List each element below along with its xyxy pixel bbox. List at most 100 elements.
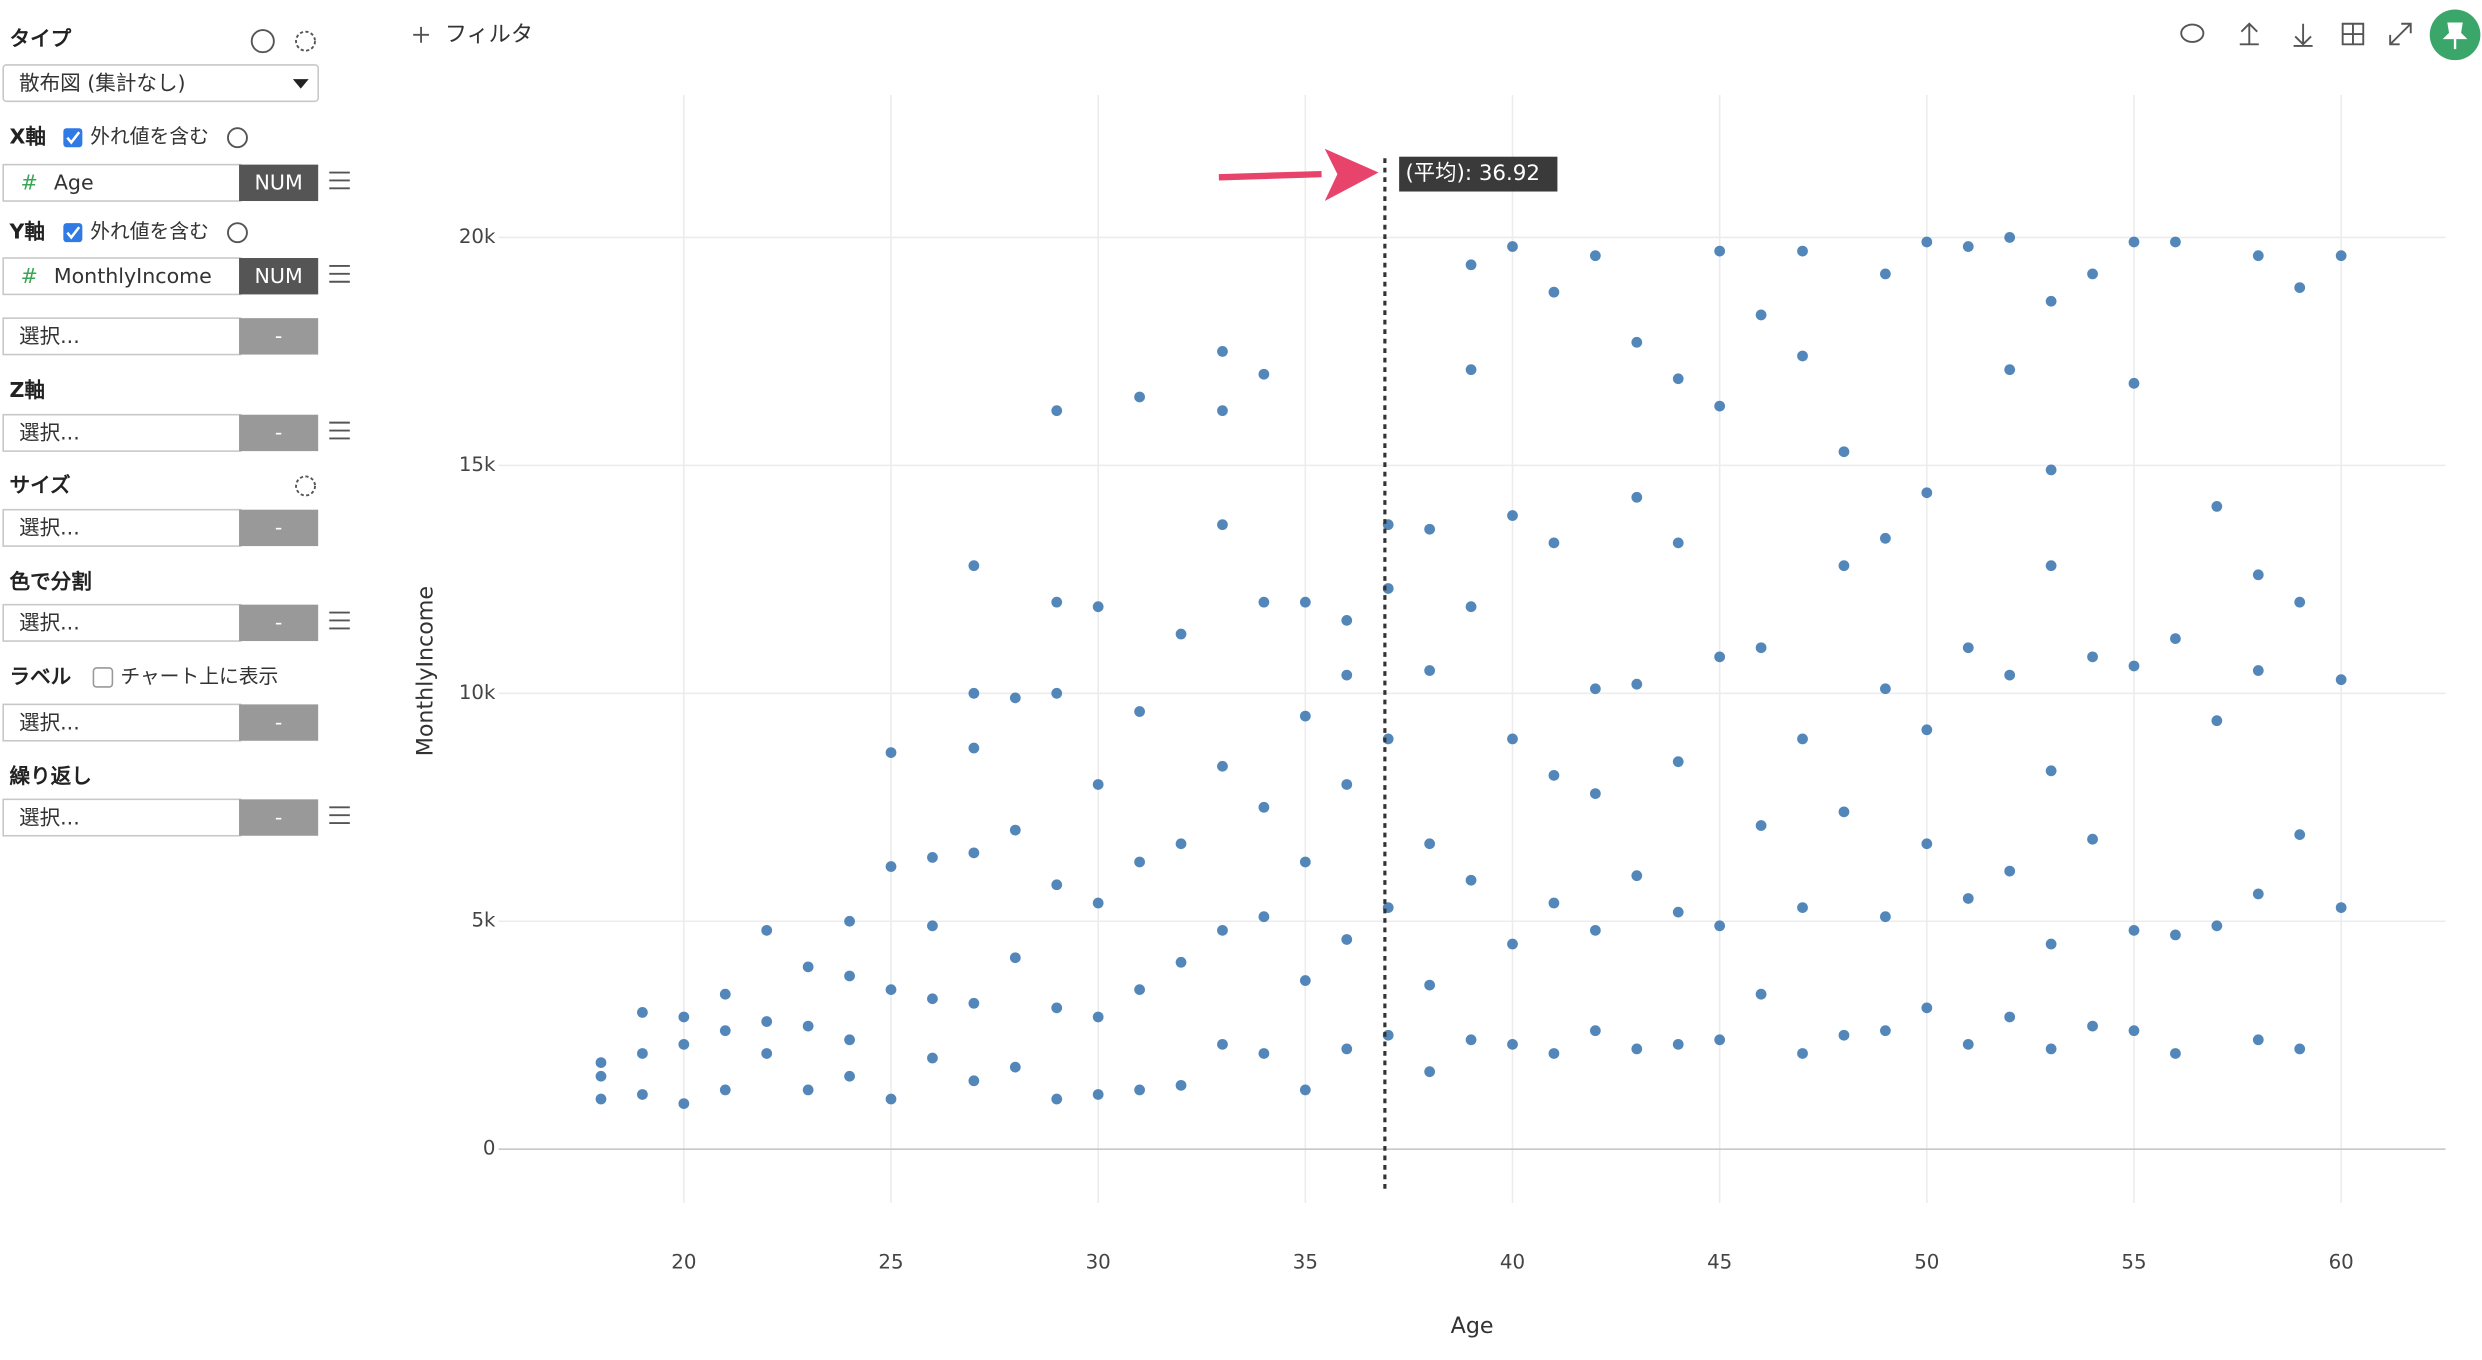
data-point xyxy=(1548,1048,1560,1059)
select-field[interactable] xyxy=(2,317,242,356)
data-point xyxy=(1797,733,1808,745)
select-button[interactable] xyxy=(239,604,319,642)
select-button-text: - xyxy=(275,710,282,734)
data-point xyxy=(1880,1025,1891,1037)
select-button[interactable] xyxy=(239,414,319,452)
data-point xyxy=(1092,1089,1104,1100)
chart: 20 25 30 35 40 45 50 55 60 0 5k 10k 15k 20k Age Monthly… xyxy=(412,94,2446,1339)
data-point xyxy=(1175,628,1187,640)
x-tick-label: 25 xyxy=(878,1251,903,1274)
menu-icon[interactable] xyxy=(329,421,350,440)
data-point xyxy=(1465,1034,1477,1046)
data-point xyxy=(1755,642,1767,654)
data-point xyxy=(844,970,855,982)
data-point xyxy=(2045,765,2057,777)
label-checkbox[interactable] xyxy=(92,667,114,688)
settings-icon[interactable] xyxy=(295,30,316,52)
data-point xyxy=(2045,295,2057,307)
x-outlier-checkbox[interactable] xyxy=(63,128,83,148)
select-button[interactable] xyxy=(239,704,319,741)
download-icon[interactable] xyxy=(2293,23,2313,47)
data-point xyxy=(2045,560,2057,572)
data-point xyxy=(927,852,938,863)
select-field[interactable] xyxy=(2,798,242,837)
data-point xyxy=(2087,833,2098,845)
y-outlier-checkbox[interactable] xyxy=(63,223,83,243)
y-tick-label: 5k xyxy=(471,909,496,932)
toolbar: フィルタ xyxy=(413,9,2481,61)
data-point xyxy=(1631,870,1643,882)
data-point xyxy=(2335,902,2347,913)
data-point xyxy=(1299,596,1311,608)
data-point xyxy=(1714,245,1726,257)
x-tick-label: 30 xyxy=(1086,1251,1111,1274)
data-point xyxy=(968,687,980,699)
help-icon[interactable] xyxy=(227,222,248,244)
data-point xyxy=(1921,1002,1933,1014)
data-point xyxy=(595,1070,607,1082)
data-point xyxy=(1838,446,1850,458)
data-point xyxy=(1589,1025,1601,1037)
data-point xyxy=(761,1048,773,1059)
select-field[interactable] xyxy=(2,413,242,452)
help-icon[interactable] xyxy=(250,29,275,54)
data-point xyxy=(719,988,731,1000)
data-point xyxy=(1134,856,1145,868)
select-button[interactable] xyxy=(239,509,319,547)
data-point xyxy=(719,1025,731,1037)
data-point xyxy=(1797,902,1808,913)
select-button[interactable] xyxy=(239,799,319,836)
y-tick-label: 10k xyxy=(459,681,496,704)
x-field-type-text: NUM xyxy=(255,171,303,195)
select-button[interactable] xyxy=(239,318,319,355)
data-point xyxy=(2211,715,2223,727)
annotation-arrow xyxy=(1218,170,1322,181)
menu-icon[interactable] xyxy=(329,264,350,283)
data-point xyxy=(2128,660,2140,672)
settings-icon[interactable] xyxy=(295,475,316,497)
data-point xyxy=(1507,510,1518,521)
data-point xyxy=(1921,838,1933,850)
data-point xyxy=(1838,806,1850,818)
select-field[interactable] xyxy=(2,508,242,547)
data-point xyxy=(1051,687,1063,699)
comment-icon[interactable] xyxy=(2180,23,2205,43)
y-tick-label: 20k xyxy=(459,225,496,248)
data-point xyxy=(2335,250,2347,262)
data-point xyxy=(1299,710,1311,722)
data-point xyxy=(2252,569,2264,581)
data-point xyxy=(1714,651,1726,663)
data-point xyxy=(968,742,980,754)
x-tick-label: 35 xyxy=(1293,1251,1318,1274)
filter-button[interactable]: フィルタ xyxy=(445,21,533,47)
data-point xyxy=(1299,1084,1311,1096)
x-tick-label: 20 xyxy=(671,1251,696,1274)
data-point xyxy=(1755,988,1767,1000)
data-point xyxy=(1589,683,1601,695)
data-point xyxy=(1009,1061,1021,1073)
y-tick-label: 15k xyxy=(459,453,496,476)
data-point xyxy=(1175,838,1187,850)
select-field[interactable] xyxy=(2,603,242,642)
menu-icon[interactable] xyxy=(329,611,350,630)
upload-icon[interactable] xyxy=(2239,22,2259,46)
data-point xyxy=(2128,377,2140,389)
help-icon[interactable] xyxy=(227,127,248,149)
type-dropdown[interactable] xyxy=(2,64,319,103)
data-point xyxy=(2170,929,2181,941)
x-field[interactable] xyxy=(2,163,242,202)
select-field[interactable] xyxy=(2,703,242,742)
x-tick-label: 60 xyxy=(2329,1251,2354,1274)
expand-icon[interactable] xyxy=(2389,22,2412,46)
data-point xyxy=(1134,706,1145,717)
data-point xyxy=(1217,1038,1228,1050)
y-axis-label: Y軸 xyxy=(9,220,45,244)
field-icon: # xyxy=(21,264,38,288)
data-point xyxy=(968,997,980,1009)
table-icon[interactable] xyxy=(2341,22,2365,46)
data-point xyxy=(1672,756,1684,768)
menu-icon[interactable] xyxy=(329,171,350,190)
menu-icon[interactable] xyxy=(329,806,350,825)
data-point xyxy=(885,1093,897,1105)
